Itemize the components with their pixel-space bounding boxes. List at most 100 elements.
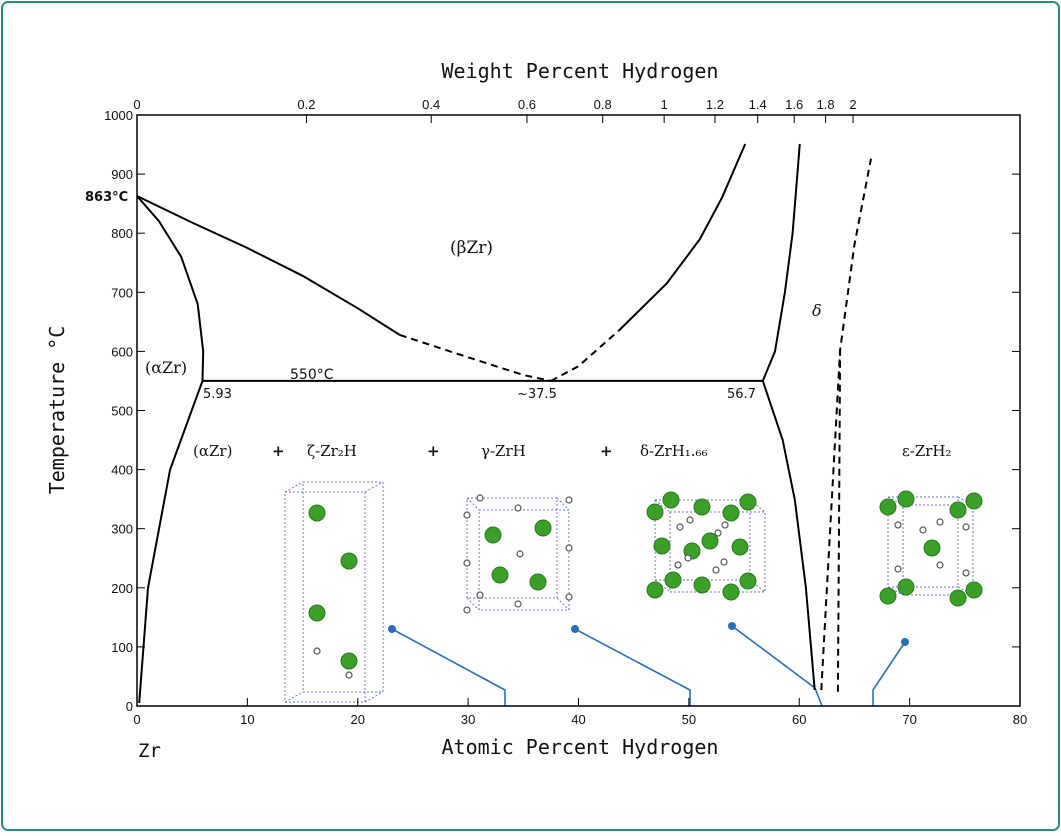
zr-atom — [701, 532, 719, 550]
h-atom — [962, 569, 970, 577]
x-tick-label: 80 — [1013, 712, 1027, 727]
h-atom — [684, 554, 692, 562]
h-atom — [476, 591, 484, 599]
cell-edge — [364, 691, 384, 703]
cell-edge — [749, 499, 766, 513]
zr-atom — [731, 538, 749, 556]
top-tick-label: 0.8 — [594, 97, 612, 112]
annotation: (βZr) — [450, 238, 493, 258]
h-atom — [463, 559, 471, 567]
phase-label: + — [272, 442, 285, 460]
zr-atom — [923, 539, 941, 557]
cell-edge — [556, 597, 570, 611]
top-tick-label: 1.8 — [817, 97, 835, 112]
cell-edge — [957, 586, 974, 596]
zr-atom — [646, 581, 664, 599]
zr-atom — [739, 572, 757, 590]
zr-atom — [965, 581, 983, 599]
x-tick-label: 40 — [571, 712, 585, 727]
h-atom — [476, 494, 484, 502]
top-tick-label: 1.6 — [785, 97, 803, 112]
cell-edge — [887, 586, 904, 596]
phase-label: δ-ZrH₁.₆₆ — [640, 442, 708, 460]
phase-label: + — [427, 442, 440, 460]
zr-atom — [949, 589, 967, 607]
annotation: 5.93 — [203, 387, 232, 402]
phase-boundary — [399, 333, 552, 382]
cell-edge — [654, 499, 671, 513]
cell-edge — [556, 497, 570, 511]
h-atom — [686, 516, 694, 524]
cell-edge — [466, 497, 480, 511]
h-atom — [674, 561, 682, 569]
pointer-dot — [571, 625, 579, 633]
phase-boundary — [136, 195, 205, 381]
h-atom — [514, 600, 522, 608]
top-tick-label: 1.4 — [749, 97, 767, 112]
y-tick-label: 300 — [111, 522, 133, 537]
zr-atom — [662, 491, 680, 509]
cell-edge — [654, 499, 751, 581]
phase-boundary — [136, 195, 401, 336]
h-atom — [463, 511, 471, 519]
zr-atom — [879, 587, 897, 605]
h-atom — [313, 647, 321, 655]
x-tick-label: 30 — [461, 712, 475, 727]
x-tick-label: 0 — [133, 712, 140, 727]
pointer — [574, 628, 691, 706]
top-tick-label: 0.4 — [422, 97, 440, 112]
x-axis-title: Atomic Percent Hydrogen — [442, 735, 719, 759]
h-atom — [919, 526, 927, 534]
zr-atom — [897, 578, 915, 596]
zr-atom — [664, 571, 682, 589]
y-axis-title: Temperature °C — [45, 326, 69, 495]
y-tick-label: 800 — [111, 226, 133, 241]
phase-boundary — [138, 380, 204, 704]
h-atom — [712, 566, 720, 574]
x-tick-label: 10 — [240, 712, 254, 727]
zr-label: Zr — [138, 740, 161, 762]
x-tick-label: 70 — [902, 712, 916, 727]
cell-edge — [749, 579, 766, 593]
h-atom — [565, 593, 573, 601]
x-tick-label: 20 — [351, 712, 365, 727]
h-atom — [714, 529, 722, 537]
zr-atom — [722, 504, 740, 522]
y-tick-label: 900 — [111, 167, 133, 182]
y-tick-label: 200 — [111, 581, 133, 596]
h-atom — [894, 565, 902, 573]
zr-atom — [693, 576, 711, 594]
phase-boundary — [761, 380, 816, 691]
crystal-structures — [284, 481, 983, 707]
zr-atom — [653, 537, 671, 555]
phase-label: ε-ZrH₂ — [902, 442, 952, 460]
h-atom — [936, 518, 944, 526]
annotation: (αZr) — [145, 358, 187, 377]
phase-boundary — [618, 143, 747, 331]
annotation: δ — [812, 301, 822, 320]
zr-atom — [340, 552, 358, 570]
annotation: 550°C — [290, 367, 334, 383]
phase-boundary — [761, 143, 801, 382]
zr-atom — [491, 566, 509, 584]
top-tick-label: 0.6 — [518, 97, 536, 112]
annotation: ~37.5 — [517, 387, 557, 402]
y-tick-label: 400 — [111, 463, 133, 478]
y-tick-label: 0 — [126, 699, 133, 714]
zr-atom — [879, 498, 897, 516]
pointer — [872, 641, 906, 706]
pointer-dot — [728, 622, 736, 630]
x-tick-label: 60 — [792, 712, 806, 727]
h-atom — [565, 544, 573, 552]
zr-atom — [340, 652, 358, 670]
pointer-dot — [388, 625, 396, 633]
phase-label: (αZr) — [193, 442, 232, 460]
top-axis-title: Weight Percent Hydrogen — [442, 59, 719, 83]
cell-edge — [284, 481, 304, 493]
h-atom — [720, 558, 728, 566]
y-tick-label: 600 — [111, 344, 133, 359]
cell-edge — [669, 511, 766, 593]
h-atom — [936, 561, 944, 569]
y-tick-label: 500 — [111, 404, 133, 419]
